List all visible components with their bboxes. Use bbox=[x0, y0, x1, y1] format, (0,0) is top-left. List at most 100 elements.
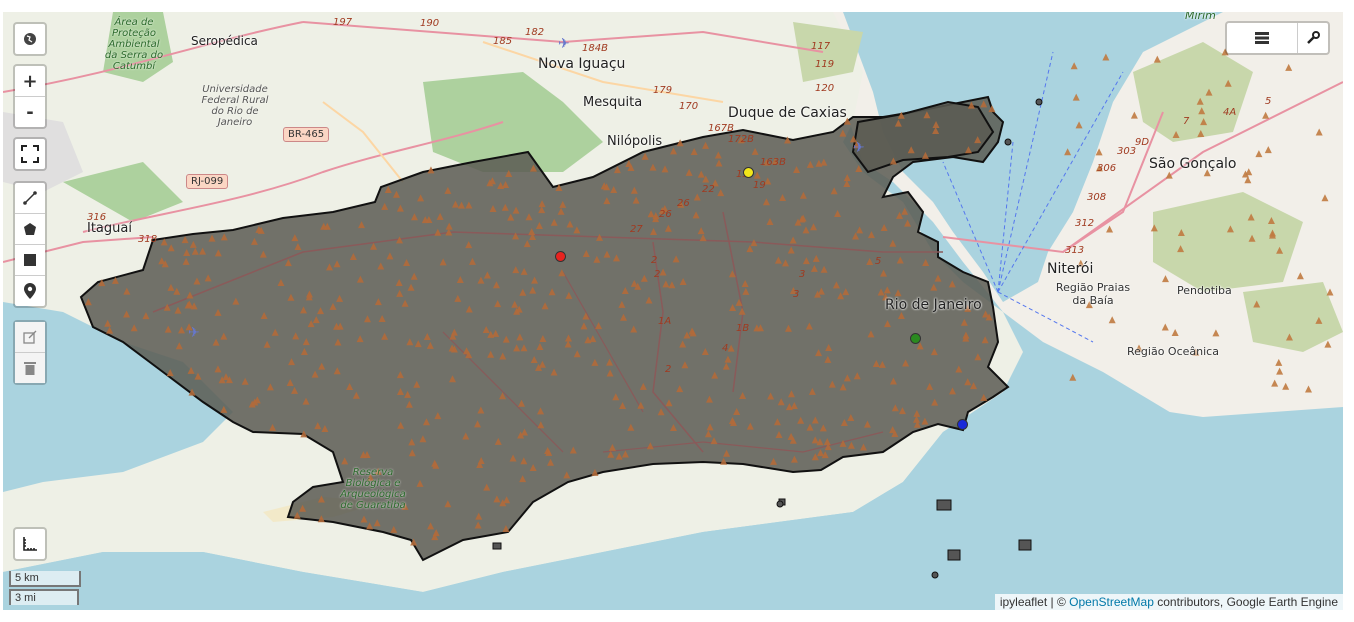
peak-icon bbox=[448, 375, 456, 383]
peak-icon bbox=[220, 332, 228, 340]
marker-yellow[interactable] bbox=[743, 167, 754, 178]
basemap-control[interactable] bbox=[13, 22, 47, 56]
peak-icon bbox=[613, 166, 621, 174]
airport-icon: ✈ bbox=[558, 36, 570, 52]
peak-icon bbox=[896, 256, 904, 264]
zoom-control[interactable]: + - bbox=[13, 64, 47, 129]
polyline-icon[interactable] bbox=[15, 183, 45, 214]
peak-icon bbox=[962, 331, 970, 339]
peak-icon bbox=[538, 200, 546, 208]
marker-icon[interactable] bbox=[15, 276, 45, 306]
delete-icon[interactable] bbox=[15, 353, 45, 383]
marker-green[interactable] bbox=[910, 333, 921, 344]
peak-icon bbox=[474, 521, 482, 529]
peak-icon bbox=[465, 201, 473, 209]
peak-icon bbox=[771, 157, 779, 165]
peak-icon bbox=[456, 275, 464, 283]
zoom-out-button[interactable]: - bbox=[26, 101, 34, 123]
peak-icon bbox=[764, 177, 772, 185]
draw-control[interactable] bbox=[13, 181, 47, 308]
peak-icon bbox=[751, 147, 759, 155]
map-view[interactable]: Nova Iguaçu Mesquita Duque de Caxias Nil… bbox=[3, 12, 1343, 610]
peak-icon bbox=[503, 496, 511, 504]
zoom-in-button[interactable]: + bbox=[15, 66, 45, 97]
peak-icon bbox=[621, 286, 629, 294]
peak-icon bbox=[692, 211, 700, 219]
peak-icon bbox=[866, 257, 874, 265]
globe-icon[interactable] bbox=[15, 24, 45, 54]
place-mesquita: Mesquita bbox=[583, 95, 643, 110]
peak-icon bbox=[419, 435, 427, 443]
peak-icon bbox=[773, 418, 781, 426]
peak-icon bbox=[377, 262, 385, 270]
peak-icon bbox=[849, 135, 857, 143]
peak-icon bbox=[735, 298, 743, 306]
peak-icon bbox=[477, 276, 485, 284]
peak-icon bbox=[492, 329, 500, 337]
peak-icon bbox=[465, 305, 473, 313]
fullscreen-icon[interactable] bbox=[15, 139, 45, 169]
measure-control[interactable] bbox=[13, 527, 47, 561]
peak-icon bbox=[465, 241, 473, 249]
toolbar-control[interactable] bbox=[1225, 21, 1330, 55]
wrench-icon[interactable] bbox=[1298, 23, 1328, 53]
edit-control[interactable] bbox=[13, 320, 47, 385]
peak-icon bbox=[191, 247, 199, 255]
layers-icon[interactable] bbox=[1227, 23, 1298, 53]
peak-icon bbox=[820, 265, 828, 273]
peak-icon bbox=[902, 359, 910, 367]
polygon-icon[interactable] bbox=[15, 214, 45, 245]
peak-icon bbox=[767, 392, 775, 400]
peak-icon bbox=[564, 340, 572, 348]
scale-imperial: 3 mi bbox=[9, 589, 79, 605]
peak-icon bbox=[401, 299, 409, 307]
peak-icon bbox=[1177, 229, 1185, 237]
marker-blue[interactable] bbox=[957, 419, 968, 430]
peak-icon bbox=[808, 387, 816, 395]
peak-icon bbox=[828, 380, 836, 388]
ruler-icon[interactable] bbox=[15, 529, 45, 559]
peak-icon bbox=[359, 451, 367, 459]
peak-icon bbox=[1224, 79, 1232, 87]
road-number: 5 bbox=[875, 256, 882, 267]
peak-icon bbox=[557, 207, 565, 215]
peak-icon bbox=[188, 388, 196, 396]
peak-icon bbox=[422, 418, 430, 426]
peak-icon bbox=[507, 213, 515, 221]
peak-icon bbox=[932, 126, 940, 134]
peak-icon bbox=[974, 136, 982, 144]
peak-icon bbox=[417, 194, 425, 202]
peak-icon bbox=[333, 260, 341, 268]
park-universidade: Universidade Federal Rural do Rio de Jan… bbox=[201, 84, 269, 128]
peak-icon bbox=[930, 348, 938, 356]
peak-icon bbox=[741, 279, 749, 287]
peak-icon bbox=[1108, 316, 1116, 324]
peak-icon bbox=[853, 141, 861, 149]
fullscreen-control[interactable] bbox=[13, 137, 47, 171]
peak-icon bbox=[727, 344, 735, 352]
edit-icon[interactable] bbox=[15, 322, 45, 353]
peak-icon bbox=[1326, 288, 1334, 296]
peak-icon bbox=[679, 278, 687, 286]
rectangle-icon[interactable] bbox=[15, 245, 45, 276]
peak-icon bbox=[1262, 111, 1270, 119]
peak-icon bbox=[630, 186, 638, 194]
peak-icon bbox=[130, 324, 138, 332]
peak-icon bbox=[499, 499, 507, 507]
attribution-prefix: ipyleaflet | © bbox=[999, 595, 1066, 609]
peak-icon bbox=[662, 280, 670, 288]
peak-icon bbox=[450, 328, 458, 336]
peak-icon bbox=[408, 438, 416, 446]
openstreetmap-link[interactable]: OpenStreetMap bbox=[1069, 595, 1154, 609]
peak-icon bbox=[535, 222, 543, 230]
peak-icon bbox=[286, 379, 294, 387]
peak-icon bbox=[529, 286, 537, 294]
peak-icon bbox=[1150, 224, 1158, 232]
peak-icon bbox=[985, 313, 993, 321]
marker-red[interactable] bbox=[555, 251, 566, 262]
peak-icon bbox=[728, 270, 736, 278]
peak-icon bbox=[434, 412, 442, 420]
peak-icon bbox=[610, 186, 618, 194]
peak-icon bbox=[816, 438, 824, 446]
peak-icon bbox=[477, 406, 485, 414]
